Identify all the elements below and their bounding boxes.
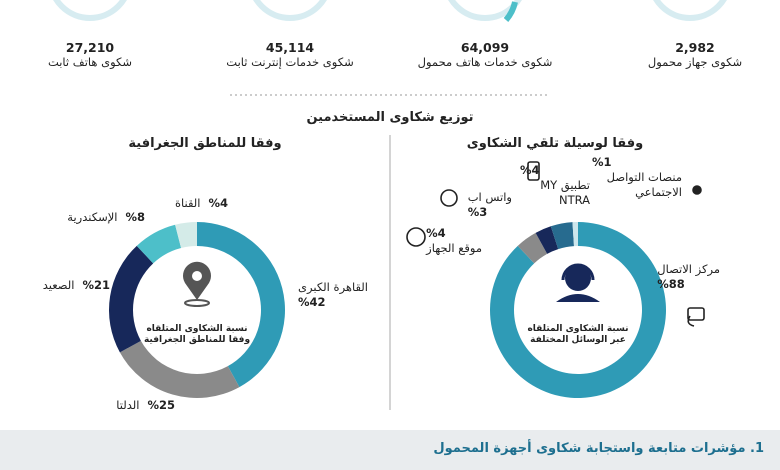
stat-label: شكوى خدمات إنترنت ثابت — [226, 55, 354, 69]
value-label: %25 — [147, 398, 175, 412]
stat-number: 27,210 — [65, 40, 115, 55]
value-label: %4 — [208, 196, 228, 210]
segment-label: %4 موقع الجهاز — [426, 226, 482, 256]
value-label: %21 — [82, 278, 110, 292]
value-label: %3 — [467, 205, 488, 219]
donut-segment — [175, 222, 197, 249]
donut-segment — [136, 224, 182, 264]
ring — [448, 0, 522, 21]
category-label: مركز الاتصال — [657, 262, 720, 276]
pin-icon — [183, 261, 211, 307]
category-label: موقع الجهاز — [426, 241, 482, 255]
headset-icon — [556, 263, 600, 302]
segment-label: %4 القناة — [175, 196, 228, 211]
segment-label: القاهرة الكبرى %42 — [298, 280, 368, 310]
category-label: تطبيق MY NTRA — [540, 178, 590, 207]
chart-title: وفقا للمناطق الجغرافية — [128, 136, 282, 151]
app-icons — [406, 161, 705, 327]
value-label: %8 — [125, 210, 145, 224]
top-rings — [53, 0, 727, 21]
stat: 27,210 شكوى هاتف ثابت — [5, 40, 175, 70]
footer-title: 1. مؤشرات متابعة واستجابة شكاوى أجهزة ال… — [433, 441, 764, 456]
center-text: نسبة الشكاوى المتلقاه وفقا للمناطق الجغر… — [143, 324, 251, 345]
chart-title: وفقا لوسيلة تلقي الشكاوى — [466, 136, 644, 151]
stat: 2,982 شكوى جهاز محمول — [610, 40, 780, 70]
segment-label: مركز الاتصال %88 — [657, 262, 720, 292]
value-label: %1 — [592, 155, 612, 169]
center-text: نسبة الشكاوى المتلقاه عبر الوسائل المختل… — [527, 324, 629, 345]
donut-segment — [109, 245, 154, 353]
ring-accent — [503, 1, 518, 22]
footer-bar: 1. مؤشرات متابعة واستجابة شكاوى أجهزة ال… — [0, 430, 780, 470]
category-label: منصات التواصل الاجتماعي — [606, 170, 682, 199]
ring — [53, 0, 127, 21]
donut-segment — [490, 222, 666, 398]
donut-segment — [550, 222, 574, 250]
section-title: توزيع شكاوى المستخدمين — [306, 110, 474, 125]
stat-label: شكوى هاتف ثابت — [47, 55, 133, 69]
donut-segment — [197, 222, 285, 388]
stat: 64,099 شكوى خدمات هاتف محمول — [400, 40, 570, 70]
stat-label: شكوى خدمات هاتف محمول — [417, 55, 553, 69]
donut-segment — [119, 340, 240, 398]
category-label: الدلتا — [116, 398, 140, 412]
category-label: القاهرة الكبرى — [298, 280, 368, 294]
segment-label: واتس اب %3 — [468, 190, 512, 220]
value-label: %4 — [520, 163, 540, 177]
category-label: الإسكندرية — [67, 210, 118, 224]
stat-number: 45,114 — [265, 40, 315, 55]
segment-label: %25 الدلتا — [116, 398, 175, 413]
category-label: واتس اب — [467, 190, 512, 204]
segment-label: %8 الإسكندرية — [67, 210, 145, 225]
value-label: %88 — [657, 277, 685, 291]
stat: 45,114 شكوى خدمات إنترنت ثابت — [205, 40, 375, 70]
ring — [653, 0, 727, 21]
stat-number: 2,982 — [675, 40, 715, 55]
segment-label: %4 تطبيق MY NTRA — [520, 163, 590, 208]
stat-number: 64,099 — [460, 40, 510, 55]
segment-label: %21 الصعيد — [43, 278, 110, 293]
segment-label: %1 منصات التواصل الاجتماعي — [592, 155, 682, 200]
category-label: القناة — [174, 196, 201, 210]
stat-label: شكوى جهاز محمول — [647, 55, 743, 69]
donut-segment — [535, 226, 559, 254]
donut-segment — [517, 232, 548, 264]
ring — [253, 0, 327, 21]
donut-segment — [572, 222, 578, 247]
category-label: الصعيد — [42, 278, 75, 292]
value-label: %42 — [298, 295, 326, 309]
value-label: %4 — [426, 226, 446, 240]
